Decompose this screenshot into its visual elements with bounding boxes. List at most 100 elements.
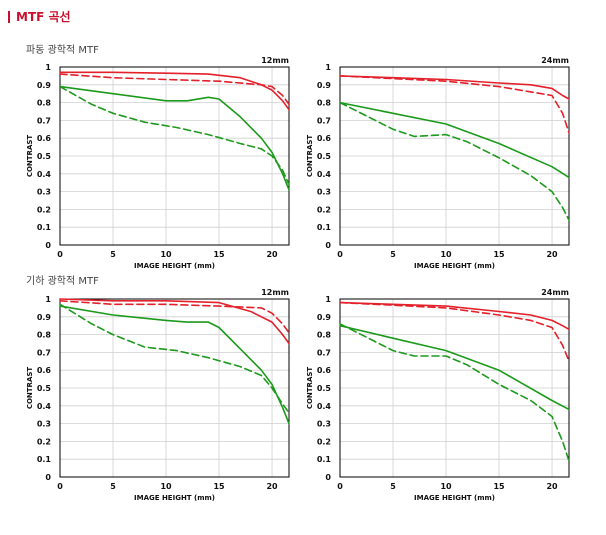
x-tick-label: 5: [390, 250, 396, 259]
y-tick-label: 1: [325, 63, 331, 72]
y-tick-label: 0.1: [317, 223, 332, 232]
y-tick-label: 0.2: [317, 205, 331, 214]
x-tick-label: 20: [546, 482, 558, 491]
plot-frame: [59, 66, 290, 246]
series-line-green-solid: [59, 85, 290, 191]
y-tick-label: 0.9: [37, 313, 52, 322]
y-tick-label: 0.1: [37, 455, 52, 464]
series-line-red-solid: [59, 298, 290, 345]
x-tick-label: 0: [337, 250, 343, 259]
plot-frame: [59, 298, 290, 478]
x-tick-label: 0: [57, 250, 63, 259]
x-axis-label: IMAGE HEIGHT (mm): [134, 262, 215, 270]
x-tick-label: 15: [493, 482, 505, 491]
series-line-green-solid: [339, 101, 570, 179]
y-tick-label: 0.6: [317, 134, 332, 143]
x-tick-label: 5: [110, 482, 116, 491]
x-tick-label: 20: [266, 482, 278, 491]
x-tick-label: 0: [337, 482, 343, 491]
series-line-green-dashed: [339, 101, 570, 221]
y-tick-label: 0.3: [37, 188, 51, 197]
y-tick-label: 0.7: [37, 116, 51, 125]
y-tick-label: 0.1: [37, 223, 52, 232]
series-line-red-dashed: [59, 299, 290, 334]
y-tick-label: 0.1: [317, 455, 332, 464]
series-line-green-dashed: [339, 323, 570, 462]
x-tick-label: 10: [440, 250, 452, 259]
x-tick-label: 20: [546, 250, 558, 259]
x-tick-label: 5: [110, 250, 116, 259]
y-tick-label: 0.8: [317, 99, 332, 108]
mtf-chart-wave-24mm: 00.10.20.30.40.50.60.70.80.910 5 10 15 2024m…: [306, 56, 570, 270]
x-tick-label: 0: [57, 482, 63, 491]
y-tick-label: 0.3: [317, 420, 331, 429]
section-title-geometric-optics: 기하 광학적 MTF: [26, 276, 99, 287]
x-axis-label: IMAGE HEIGHT (mm): [134, 494, 215, 502]
y-tick-label: 0.4: [37, 170, 52, 179]
y-tick-label: 0.5: [317, 384, 332, 393]
y-axis-label: CONTRAST: [26, 135, 34, 178]
x-axis-label: IMAGE HEIGHT (mm): [414, 262, 495, 270]
y-tick-label: 0.2: [37, 205, 51, 214]
y-tick-label: 0.2: [37, 437, 51, 446]
focal-length-label: 24mm: [541, 56, 569, 65]
focal-length-label: 24mm: [541, 288, 569, 297]
title-accent-bar: [8, 10, 10, 23]
y-tick-label: 0.7: [37, 348, 51, 357]
y-axis-label: CONTRAST: [26, 367, 34, 410]
y-tick-label: 0: [45, 241, 51, 250]
mtf-chart-geometric-12mm: 00.10.20.30.40.50.60.70.80.910 5 10 15 2012m…: [26, 288, 290, 502]
y-tick-label: 0.7: [317, 116, 331, 125]
x-axis-label: IMAGE HEIGHT (mm): [414, 494, 495, 502]
y-tick-label: 1: [45, 63, 51, 72]
y-tick-label: 0.9: [37, 81, 52, 90]
mtf-chart-geometric-24mm: 00.10.20.30.40.50.60.70.80.910 5 10 15 2024m…: [306, 288, 570, 502]
y-tick-label: 0.2: [317, 437, 331, 446]
y-tick-label: 0.4: [317, 402, 332, 411]
x-tick-label: 15: [213, 250, 225, 259]
y-tick-label: 0.8: [37, 331, 52, 340]
series-line-red-dashed: [59, 73, 290, 106]
y-tick-label: 0.6: [317, 366, 332, 375]
y-tick-label: 0.3: [37, 420, 51, 429]
y-tick-label: 0.8: [37, 99, 52, 108]
series-line-red-dashed: [339, 75, 570, 134]
y-tick-label: 0: [325, 241, 331, 250]
y-tick-label: 0.9: [317, 313, 332, 322]
series-line-green-dashed: [59, 85, 290, 186]
y-tick-label: 0.7: [317, 348, 331, 357]
x-tick-label: 20: [266, 250, 278, 259]
x-tick-label: 10: [160, 250, 172, 259]
x-tick-label: 10: [160, 482, 172, 491]
y-tick-label: 0.5: [317, 152, 332, 161]
x-tick-label: 5: [390, 482, 396, 491]
y-axis-label: CONTRAST: [306, 135, 314, 178]
series-line-green-solid: [339, 324, 570, 411]
focal-length-label: 12mm: [261, 56, 289, 65]
plot-frame: [339, 298, 570, 478]
section-title-wave-optics: 파동 광학적 MTF: [26, 45, 99, 56]
x-tick-label: 15: [493, 250, 505, 259]
y-tick-label: 1: [325, 295, 331, 304]
y-tick-label: 0: [45, 473, 51, 482]
mtf-chart-wave-12mm: 00.10.20.30.40.50.60.70.80.910 5 10 15 2012m…: [26, 56, 290, 270]
y-tick-label: 0.5: [37, 152, 52, 161]
y-tick-label: 0.3: [317, 188, 331, 197]
series-line-red-solid: [59, 71, 290, 111]
y-axis-label: CONTRAST: [306, 367, 314, 410]
series-line-green-dashed: [59, 303, 290, 414]
y-tick-label: 0.4: [317, 170, 332, 179]
y-tick-label: 0.6: [37, 366, 52, 375]
y-tick-label: 1: [45, 295, 51, 304]
y-tick-label: 0.8: [317, 331, 332, 340]
y-tick-label: 0: [325, 473, 331, 482]
x-tick-label: 15: [213, 482, 225, 491]
y-tick-label: 0.6: [37, 134, 52, 143]
series-line-red-dashed: [339, 301, 570, 363]
y-tick-label: 0.9: [317, 81, 332, 90]
focal-length-label: 12mm: [261, 288, 289, 297]
y-tick-label: 0.5: [37, 384, 52, 393]
page-title: MTF 곡선: [8, 8, 71, 25]
y-tick-label: 0.4: [37, 402, 52, 411]
plot-frame: [339, 66, 570, 246]
